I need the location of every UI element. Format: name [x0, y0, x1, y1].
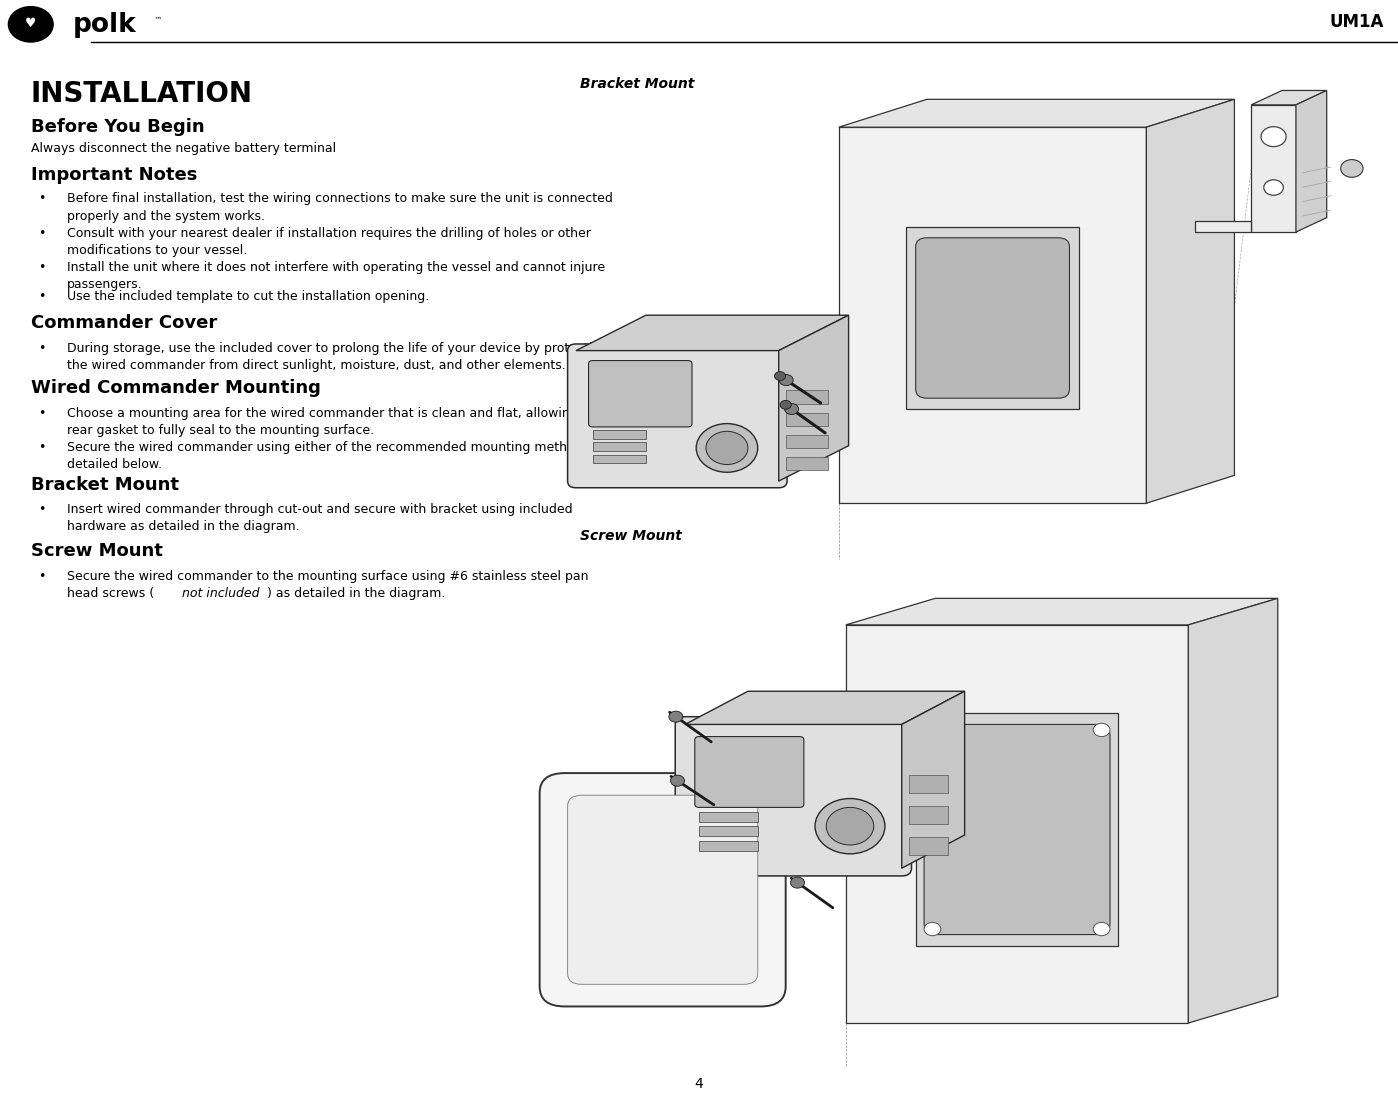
Circle shape — [1264, 180, 1283, 196]
Polygon shape — [1195, 221, 1251, 232]
Text: Use the included template to cut the installation opening.: Use the included template to cut the ins… — [67, 290, 429, 303]
Bar — [593, 442, 646, 451]
Text: detailed below.: detailed below. — [67, 458, 162, 471]
Bar — [699, 812, 758, 822]
Text: •: • — [38, 227, 45, 240]
Circle shape — [774, 372, 786, 380]
Polygon shape — [1251, 105, 1296, 232]
Text: hardware as detailed in the diagram.: hardware as detailed in the diagram. — [67, 520, 299, 533]
Circle shape — [790, 877, 804, 888]
Text: INSTALLATION: INSTALLATION — [31, 80, 253, 107]
Circle shape — [924, 723, 941, 737]
FancyBboxPatch shape — [695, 737, 804, 807]
Text: Choose a mounting area for the wired commander that is clean and flat, allowing : Choose a mounting area for the wired com… — [67, 407, 603, 420]
Bar — [593, 430, 646, 439]
Circle shape — [671, 775, 685, 786]
Bar — [786, 457, 828, 470]
Text: Important Notes: Important Notes — [31, 166, 197, 184]
Bar — [786, 435, 828, 448]
Text: •: • — [38, 192, 45, 206]
Text: •: • — [38, 441, 45, 455]
Text: Always disconnect the negative battery terminal: Always disconnect the negative battery t… — [31, 142, 336, 155]
Circle shape — [1261, 127, 1286, 147]
Polygon shape — [846, 625, 1188, 1023]
Circle shape — [1341, 159, 1363, 177]
Circle shape — [924, 922, 941, 936]
Text: Commander Cover: Commander Cover — [31, 314, 217, 332]
Text: •: • — [38, 342, 45, 355]
Circle shape — [815, 799, 885, 854]
Polygon shape — [685, 691, 965, 724]
FancyBboxPatch shape — [540, 773, 786, 1006]
Text: •: • — [38, 570, 45, 583]
Polygon shape — [779, 315, 849, 481]
Polygon shape — [576, 315, 849, 351]
Text: •: • — [38, 290, 45, 303]
Polygon shape — [839, 127, 1146, 503]
Text: Before final installation, test the wiring connections to make sure the unit is : Before final installation, test the wiri… — [67, 192, 612, 206]
Polygon shape — [916, 713, 1118, 946]
Text: properly and the system works.: properly and the system works. — [67, 210, 266, 222]
Text: Screw Mount: Screw Mount — [31, 542, 162, 560]
Text: UM1A: UM1A — [1329, 13, 1384, 31]
Text: Bracket Mount: Bracket Mount — [580, 77, 695, 92]
Text: Bracket Mount: Bracket Mount — [31, 476, 179, 493]
Text: Secure the wired commander using either of the recommended mounting methods: Secure the wired commander using either … — [67, 441, 589, 455]
Text: •: • — [38, 503, 45, 517]
FancyBboxPatch shape — [675, 717, 911, 876]
Polygon shape — [902, 691, 965, 868]
Polygon shape — [1146, 100, 1234, 503]
Bar — [699, 826, 758, 836]
Circle shape — [706, 431, 748, 465]
Circle shape — [8, 7, 53, 42]
Text: •: • — [38, 407, 45, 420]
Bar — [786, 390, 828, 404]
FancyBboxPatch shape — [568, 344, 787, 488]
Text: rear gasket to fully seal to the mounting surface.: rear gasket to fully seal to the mountin… — [67, 424, 375, 437]
Text: Install the unit where it does not interfere with operating the vessel and canno: Install the unit where it does not inter… — [67, 261, 605, 274]
FancyBboxPatch shape — [924, 724, 1110, 935]
Circle shape — [1093, 922, 1110, 936]
Polygon shape — [906, 227, 1079, 409]
Text: Insert wired commander through cut-out and secure with bracket using included: Insert wired commander through cut-out a… — [67, 503, 573, 517]
Text: the wired commander from direct sunlight, moisture, dust, and other elements.: the wired commander from direct sunlight… — [67, 358, 566, 372]
Polygon shape — [839, 100, 1234, 127]
Circle shape — [1093, 723, 1110, 737]
FancyBboxPatch shape — [589, 361, 692, 427]
Circle shape — [779, 375, 793, 386]
Bar — [699, 841, 758, 851]
FancyBboxPatch shape — [568, 795, 758, 984]
Text: During storage, use the included cover to prolong the life of your device by pro: During storage, use the included cover t… — [67, 342, 608, 355]
Text: head screws (: head screws ( — [67, 587, 154, 599]
Text: ♥: ♥ — [25, 18, 36, 30]
Text: modifications to your vessel.: modifications to your vessel. — [67, 243, 247, 257]
Text: Before You Begin: Before You Begin — [31, 118, 204, 136]
Circle shape — [784, 404, 798, 415]
Bar — [909, 837, 948, 855]
Polygon shape — [1251, 91, 1327, 105]
Bar — [786, 413, 828, 426]
Text: passengers.: passengers. — [67, 279, 143, 291]
Text: Secure the wired commander to the mounting surface using #6 stainless steel pan: Secure the wired commander to the mounti… — [67, 570, 589, 583]
Text: Screw Mount: Screw Mount — [580, 529, 682, 543]
Polygon shape — [846, 598, 1278, 625]
Bar — [909, 806, 948, 824]
Circle shape — [826, 807, 874, 845]
Circle shape — [668, 711, 682, 722]
Text: Consult with your nearest dealer if installation requires the drilling of holes : Consult with your nearest dealer if inst… — [67, 227, 591, 240]
Circle shape — [780, 400, 791, 409]
Text: •: • — [38, 261, 45, 274]
Text: ™: ™ — [154, 15, 162, 24]
Text: Wired Commander Mounting: Wired Commander Mounting — [31, 379, 320, 397]
Bar — [593, 455, 646, 463]
Text: not included: not included — [182, 587, 259, 599]
Bar — [909, 775, 948, 793]
Polygon shape — [1188, 598, 1278, 1023]
Text: polk: polk — [73, 12, 137, 38]
Polygon shape — [1296, 91, 1327, 232]
Text: 4: 4 — [695, 1077, 703, 1091]
FancyBboxPatch shape — [916, 238, 1069, 398]
Text: ) as detailed in the diagram.: ) as detailed in the diagram. — [267, 587, 446, 599]
Circle shape — [696, 424, 758, 472]
